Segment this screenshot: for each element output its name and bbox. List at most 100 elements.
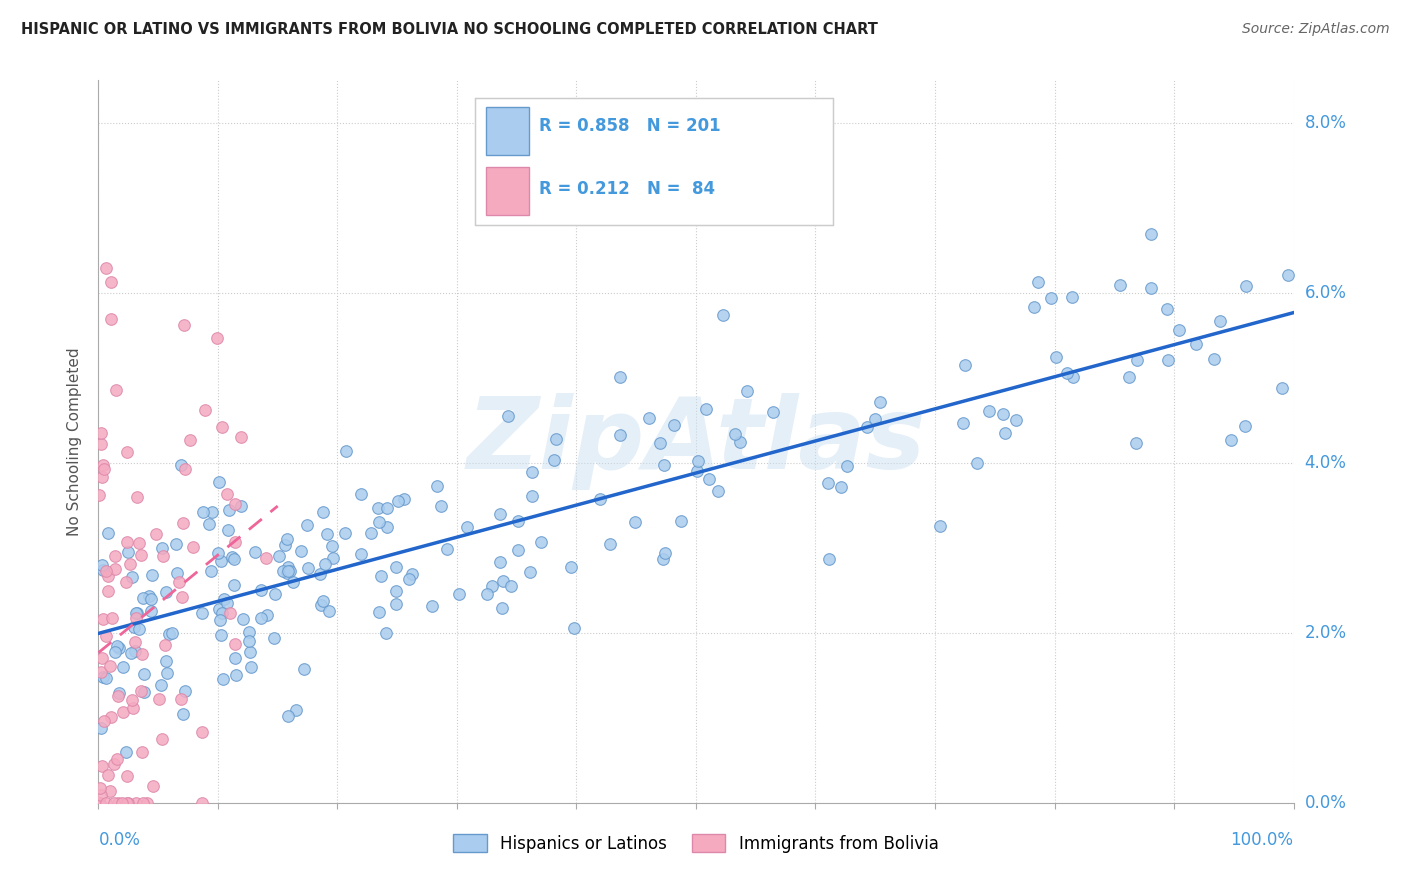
Point (91, 670, 114, 684)
Point (830, 480, 852, 494)
Point (200, 564, 222, 578)
Point (496, 409, 519, 423)
Point (165, 537, 187, 551)
Point (191, 505, 214, 519)
Text: ZipAtlas: ZipAtlas (467, 393, 925, 490)
Point (125, 611, 148, 625)
Point (276, 532, 298, 546)
Point (238, 624, 260, 639)
Point (375, 501, 398, 516)
Point (150, 732, 173, 747)
Point (489, 555, 512, 569)
Point (224, 651, 246, 665)
Point (312, 505, 335, 519)
Point (671, 514, 693, 528)
Point (157, 627, 180, 641)
Point (173, 318, 195, 332)
Point (218, 607, 240, 621)
Point (211, 420, 233, 434)
Point (111, 796, 134, 810)
Point (107, 640, 129, 655)
Point (172, 706, 194, 721)
Point (117, 796, 139, 810)
Point (447, 586, 470, 600)
Point (1140, 227, 1163, 242)
Point (124, 635, 146, 649)
Point (1056, 366, 1078, 380)
Point (139, 604, 162, 618)
Point (420, 599, 443, 614)
Point (284, 703, 307, 717)
Point (217, 523, 239, 537)
Point (730, 434, 752, 449)
Point (100, 275, 122, 289)
Point (1157, 353, 1180, 368)
Point (430, 499, 453, 513)
Point (350, 487, 373, 501)
Text: 8.0%: 8.0% (1305, 114, 1347, 132)
Point (1045, 350, 1067, 364)
Text: 100.0%: 100.0% (1230, 830, 1294, 848)
Point (90, 665, 112, 679)
Point (374, 625, 396, 640)
Point (211, 672, 233, 686)
Point (508, 514, 530, 528)
Point (90, 650, 112, 665)
Point (90, 426, 112, 441)
Point (128, 536, 150, 550)
Point (211, 606, 233, 620)
Point (295, 518, 318, 533)
Point (90, 788, 112, 802)
Point (737, 384, 759, 399)
Point (1022, 300, 1045, 314)
Point (127, 607, 149, 621)
Point (231, 430, 253, 444)
Point (475, 587, 498, 601)
Point (138, 589, 160, 603)
Point (97, 584, 120, 599)
Point (155, 585, 177, 599)
Point (1005, 413, 1028, 427)
Point (360, 525, 382, 540)
Point (129, 684, 152, 698)
Point (869, 395, 891, 409)
Point (115, 574, 138, 589)
Point (1118, 369, 1140, 384)
Point (401, 566, 423, 581)
Point (94, 261, 117, 276)
Point (224, 497, 246, 511)
Point (104, 562, 127, 576)
Point (224, 578, 246, 592)
Point (1277, 268, 1299, 282)
Point (256, 607, 278, 622)
Point (489, 507, 512, 521)
Point (367, 515, 389, 529)
Point (93, 462, 115, 476)
Point (1062, 370, 1084, 384)
Point (160, 626, 183, 640)
Point (191, 606, 214, 620)
Point (191, 724, 214, 739)
Point (224, 552, 246, 566)
Point (200, 505, 222, 519)
Point (316, 526, 339, 541)
Point (208, 475, 231, 489)
Point (89, 796, 111, 810)
Text: HISPANIC OR LATINO VS IMMIGRANTS FROM BOLIVIA NO SCHOOLING COMPLETED CORRELATION: HISPANIC OR LATINO VS IMMIGRANTS FROM BO… (21, 22, 877, 37)
Point (367, 501, 389, 516)
Point (384, 597, 406, 611)
Point (436, 541, 458, 556)
Point (1125, 436, 1147, 450)
Point (115, 769, 138, 783)
Point (1234, 279, 1257, 293)
Point (491, 574, 513, 589)
Point (1026, 275, 1049, 289)
Point (179, 434, 201, 448)
Point (221, 549, 243, 564)
Point (142, 780, 165, 794)
Point (217, 596, 239, 610)
Point (145, 527, 167, 541)
Point (977, 404, 1000, 418)
Point (392, 491, 415, 506)
Point (98, 658, 121, 673)
